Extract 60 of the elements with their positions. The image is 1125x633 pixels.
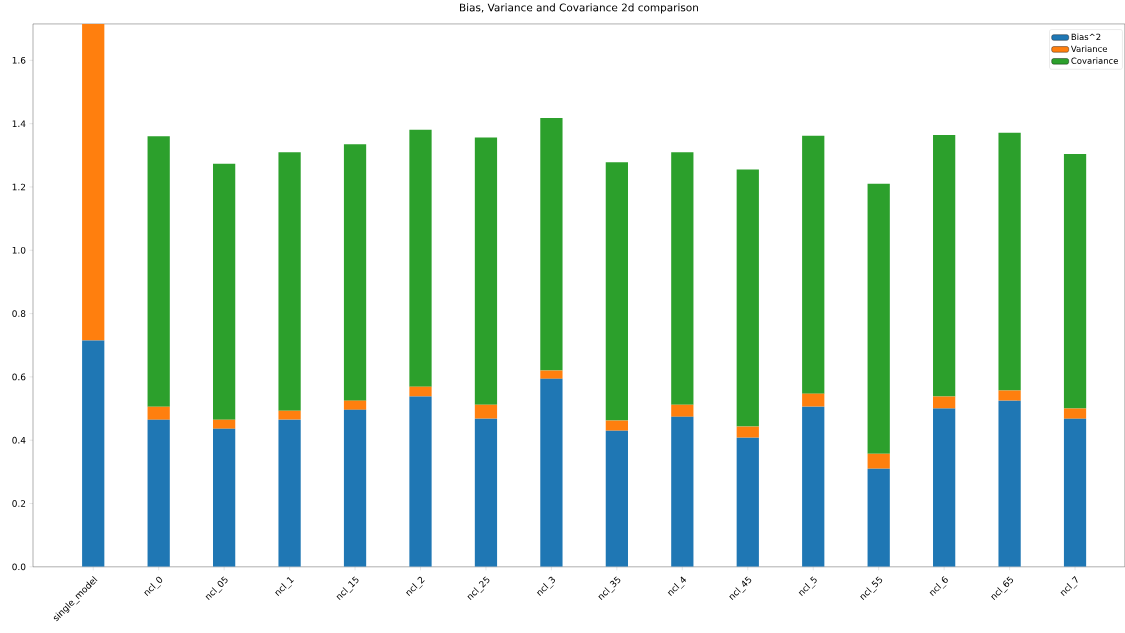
- legend-label: Bias^2: [1071, 33, 1101, 41]
- bar: [278, 152, 301, 411]
- bar: [540, 378, 563, 567]
- bar: [933, 408, 956, 567]
- bar: [802, 393, 825, 407]
- legend-label: Covariance: [1071, 57, 1118, 65]
- chart-title: Bias, Variance and Covariance 2d comparison: [460, 3, 698, 14]
- bar: [409, 396, 432, 567]
- bar: [474, 418, 498, 567]
- bar: [82, 24, 105, 341]
- y-tick-label: 1.4: [12, 120, 26, 128]
- y-tick-label: 0.4: [12, 436, 26, 444]
- y-tick-label: 1.2: [12, 183, 26, 191]
- legend-label: Variance: [1070, 45, 1108, 53]
- bar: [998, 132, 1021, 391]
- bar: [867, 453, 890, 469]
- bar: [802, 406, 825, 567]
- y-tick-label: 0.2: [12, 500, 26, 507]
- bar: [540, 370, 563, 379]
- bar: [474, 137, 498, 405]
- bar: [213, 419, 236, 429]
- bar: [147, 406, 170, 420]
- bar: [802, 135, 825, 394]
- bar: [343, 409, 367, 567]
- bar: [213, 428, 236, 567]
- bar: [278, 410, 301, 420]
- bar: [1063, 408, 1087, 419]
- bar: [409, 386, 432, 397]
- bar: [213, 163, 236, 420]
- bar: [933, 396, 956, 409]
- bar: [605, 420, 628, 431]
- bar: [605, 162, 628, 421]
- bar: [736, 426, 759, 438]
- y-tick-label: 0.0: [12, 563, 26, 571]
- bar: [343, 400, 367, 410]
- bar: [147, 136, 170, 407]
- bar: [736, 169, 759, 427]
- bar: [278, 419, 301, 567]
- bar: [343, 144, 367, 401]
- bar: [671, 152, 694, 405]
- bar: [867, 183, 890, 454]
- y-tick-label: 0.6: [12, 373, 26, 381]
- bar: [933, 135, 956, 397]
- y-tick-label: 1.0: [12, 246, 26, 254]
- bar: [998, 390, 1021, 401]
- bar: [1063, 154, 1087, 409]
- bar: [82, 340, 105, 567]
- y-tick-label: 0.8: [12, 310, 26, 318]
- bar: [409, 129, 432, 387]
- bar: [867, 468, 890, 567]
- bar: [540, 118, 563, 371]
- bar: [998, 400, 1021, 567]
- bar: [605, 430, 628, 567]
- bar: [671, 416, 694, 567]
- bar: [474, 404, 498, 419]
- y-tick-label: 1.6: [12, 57, 26, 64]
- bar: [736, 437, 759, 567]
- bar: [1063, 418, 1087, 567]
- bar: [671, 404, 694, 417]
- bar: [147, 419, 170, 567]
